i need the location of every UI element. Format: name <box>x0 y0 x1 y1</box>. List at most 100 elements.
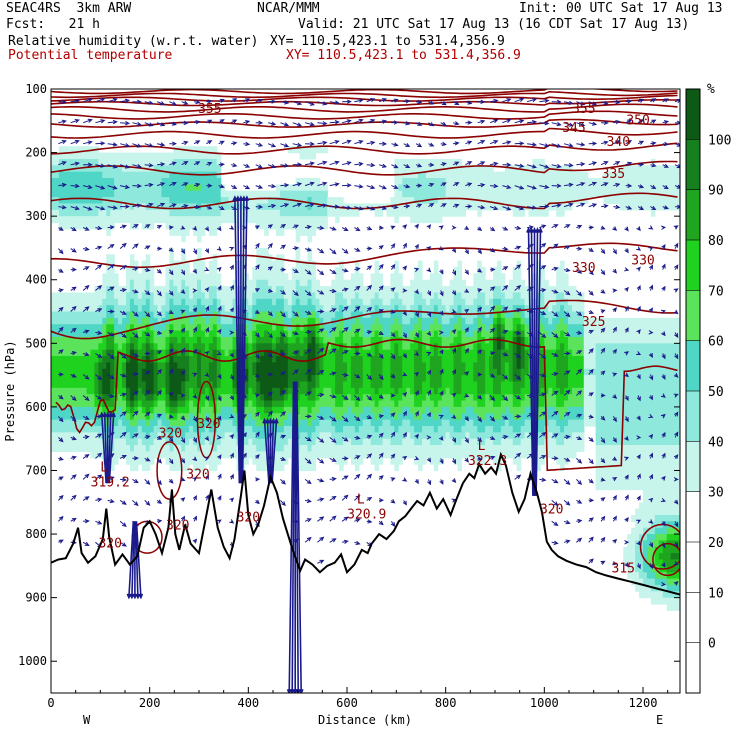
rh-cell <box>339 425 344 433</box>
rh-cell <box>70 400 76 408</box>
rh-cell <box>350 362 356 370</box>
rh-cell <box>62 438 68 446</box>
rh-cell <box>228 356 234 363</box>
rh-cell <box>354 209 360 217</box>
rh-cell <box>102 311 107 319</box>
rh-cell <box>465 190 470 198</box>
rh-cell <box>512 343 518 351</box>
rh-cell <box>457 394 463 402</box>
rh-cell <box>449 336 455 344</box>
rh-cell <box>110 178 115 185</box>
rh-cell <box>185 184 190 192</box>
rh-cell <box>477 260 482 268</box>
rh-cell <box>512 394 518 402</box>
rh-cell <box>149 305 155 313</box>
rh-cell <box>54 381 60 389</box>
rh-cell <box>358 413 364 421</box>
rh-cell <box>477 190 482 198</box>
rh-cell <box>429 190 435 198</box>
rh-cell <box>94 336 99 344</box>
rh-cell <box>66 343 72 351</box>
rh-cell <box>374 311 380 319</box>
rh-cell <box>441 445 447 453</box>
rh-cell <box>169 305 174 313</box>
rh-cell <box>133 286 139 294</box>
rh-cell <box>508 203 514 211</box>
rh-cell <box>86 356 92 363</box>
rh-cell <box>425 286 431 294</box>
rh-cell <box>457 387 463 395</box>
rh-cell <box>552 190 557 198</box>
rh-cell <box>260 362 265 370</box>
rh-cell <box>62 178 68 185</box>
rh-cell <box>268 343 273 351</box>
rh-cell <box>204 178 210 185</box>
rh-cell <box>86 432 92 440</box>
rh-cell <box>129 413 135 421</box>
rh-cell <box>252 406 257 414</box>
rh-cell <box>165 425 171 433</box>
rh-cell <box>496 451 502 459</box>
rh-cell <box>299 203 305 211</box>
rh-cell <box>177 445 182 453</box>
rh-cell <box>500 330 506 338</box>
rh-cell <box>477 184 482 192</box>
rh-cell <box>86 406 92 414</box>
rh-cell <box>441 451 447 459</box>
rh-cell <box>508 362 514 370</box>
rh-cell <box>110 273 115 281</box>
rh-cell <box>145 158 151 166</box>
rh-cell <box>287 279 293 287</box>
rh-cell <box>125 362 131 370</box>
rh-cell <box>461 197 467 205</box>
rh-cell <box>496 432 502 440</box>
rh-cell <box>556 400 561 408</box>
field2-name: Potential temperature <box>8 48 173 63</box>
rh-cell <box>54 362 60 370</box>
rh-cell <box>86 381 92 389</box>
rh-cell <box>343 356 348 363</box>
rh-cell <box>457 311 463 319</box>
rh-cell <box>465 317 470 325</box>
rh-cell <box>208 406 214 414</box>
rh-cell <box>185 203 190 211</box>
rh-cell <box>129 394 135 402</box>
rh-cell <box>216 356 222 363</box>
rh-cell <box>374 368 380 376</box>
rh-cell <box>185 311 190 319</box>
rh-cell <box>520 178 526 185</box>
rh-cell <box>378 324 384 332</box>
rh-cell <box>181 343 186 351</box>
rh-cell <box>319 305 324 313</box>
rh-cell <box>228 317 234 325</box>
rh-cell <box>189 222 194 230</box>
rh-cell <box>429 292 435 300</box>
rh-cell <box>125 292 131 300</box>
rh-cell <box>133 216 139 224</box>
rh-cell <box>449 203 455 211</box>
rh-cell <box>153 298 159 306</box>
rh-cell <box>165 457 171 465</box>
rh-cell <box>70 406 76 414</box>
rh-cell <box>197 273 202 281</box>
rh-cell <box>264 356 269 363</box>
rh-cell <box>366 203 372 211</box>
rh-cell <box>540 286 545 294</box>
rh-cell <box>303 362 309 370</box>
rh-cell <box>418 349 423 357</box>
rh-cell <box>283 425 289 433</box>
rh-cell <box>54 171 60 179</box>
rh-cell <box>299 279 305 287</box>
rh-cell <box>500 317 506 325</box>
rh-cell <box>157 432 163 440</box>
rh-cell <box>449 419 455 427</box>
rh-cell <box>252 267 257 274</box>
rh-cell <box>252 356 257 363</box>
rh-cell <box>70 381 76 389</box>
rh-cell <box>58 178 64 185</box>
rh-cell <box>208 330 214 338</box>
rh-cell <box>532 171 538 179</box>
rh-cell <box>327 209 332 217</box>
rh-cell <box>299 451 305 459</box>
rh-cell <box>197 324 202 332</box>
